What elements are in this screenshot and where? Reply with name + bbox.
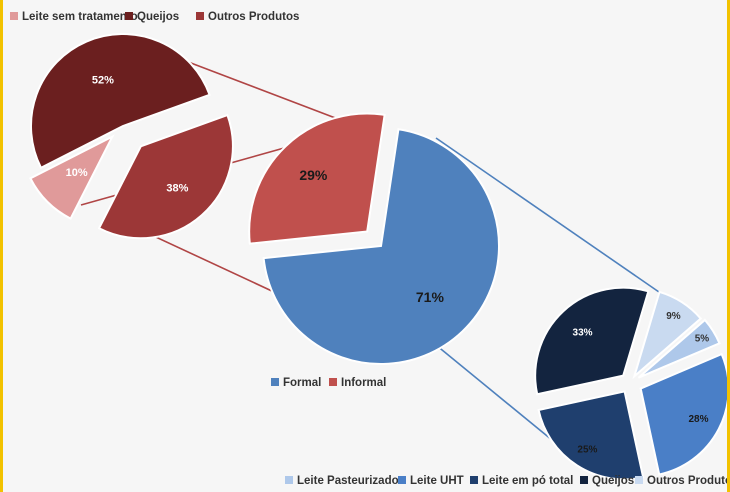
legend-bottom-label-leite-em-p-total: Leite em pó total <box>482 475 573 487</box>
pie-slice-right-leite-pasteurizado <box>637 318 721 379</box>
pie-slice-right-outros-produtos <box>632 290 703 380</box>
legend-middle-swatch-informal <box>329 378 337 386</box>
legend-middle-label-informal: Informal <box>341 377 386 389</box>
pie-slice-left-outros-produtos <box>97 113 234 240</box>
legend-bottom-swatch-leite-pasteurizado <box>285 476 293 484</box>
pie-slice-left-leite-sem-tratamento <box>29 134 115 220</box>
legend-middle-swatch-formal <box>271 378 279 386</box>
legend-bottom-swatch-leite-uht <box>398 476 406 484</box>
legend-bottom-swatch-outros-produtos <box>635 476 643 484</box>
pie-slice-right-leite-em-p-total <box>537 390 645 481</box>
bar-of-pie-chart: 10% 52% 38% 71% 29% 5% 28% 25% 33% 9% Leite sem t… <box>10 11 727 487</box>
data-labels: 10% 52% 38% 71% 29% 5% 28% 25% 33% 9% <box>66 74 710 455</box>
legend-top-swatch-queijos <box>125 12 133 20</box>
legend-top-swatch-leite-sem-tratamento <box>10 12 18 20</box>
data-label-left-outros-produtos: 38% <box>166 183 188 195</box>
pie-slice-right-leite-uht <box>639 352 727 476</box>
pie-slice-left-queijos <box>30 33 211 170</box>
legend-bottom-swatch-queijos <box>580 476 588 484</box>
data-label-center-formal: 71% <box>416 289 445 305</box>
legend-top-label-outros-produtos: Outros Produtos <box>208 11 299 23</box>
legend-top-label-leite-sem-tratamento: Leite sem tratamento <box>22 11 138 23</box>
pie-slice-center-informal <box>248 112 386 245</box>
pie-slice-center-formal <box>262 128 500 365</box>
connector-line <box>182 59 360 128</box>
pie-slice-right-queijos <box>534 286 650 396</box>
legend-top-label-queijos: Queijos <box>137 11 179 23</box>
data-label-right-leite-pasteurizado: 5% <box>695 334 710 345</box>
legend-middle-label-formal: Formal <box>283 377 321 389</box>
legend-bottom-label-outros-produtos: Outros Produtos <box>647 475 727 487</box>
data-label-right-leite-em-p-total: 25% <box>577 445 597 456</box>
legend-bottom-label-leite-pasteurizado: Leite Pasteurizado <box>297 475 399 487</box>
legend-bottom-label-leite-uht: Leite UHT <box>410 475 464 487</box>
connector-line <box>435 137 686 311</box>
legend-bottom-swatch-leite-em-p-total <box>470 476 478 484</box>
legends: Leite sem tratamento Queijos Outros Produt… <box>10 11 727 487</box>
connector-line <box>435 344 564 450</box>
data-label-left-leite-sem-tratamento: 10% <box>66 167 88 179</box>
data-label-right-outros-produtos: 9% <box>666 311 681 322</box>
data-label-center-informal: 29% <box>299 167 328 183</box>
legend-bottom-label-queijos: Queijos <box>592 475 634 487</box>
data-label-right-queijos: 33% <box>573 327 593 338</box>
legend-top-swatch-outros-produtos <box>196 12 204 20</box>
pies <box>29 33 727 481</box>
data-label-right-leite-uht: 28% <box>688 414 708 425</box>
data-label-left-queijos: 52% <box>92 74 114 86</box>
